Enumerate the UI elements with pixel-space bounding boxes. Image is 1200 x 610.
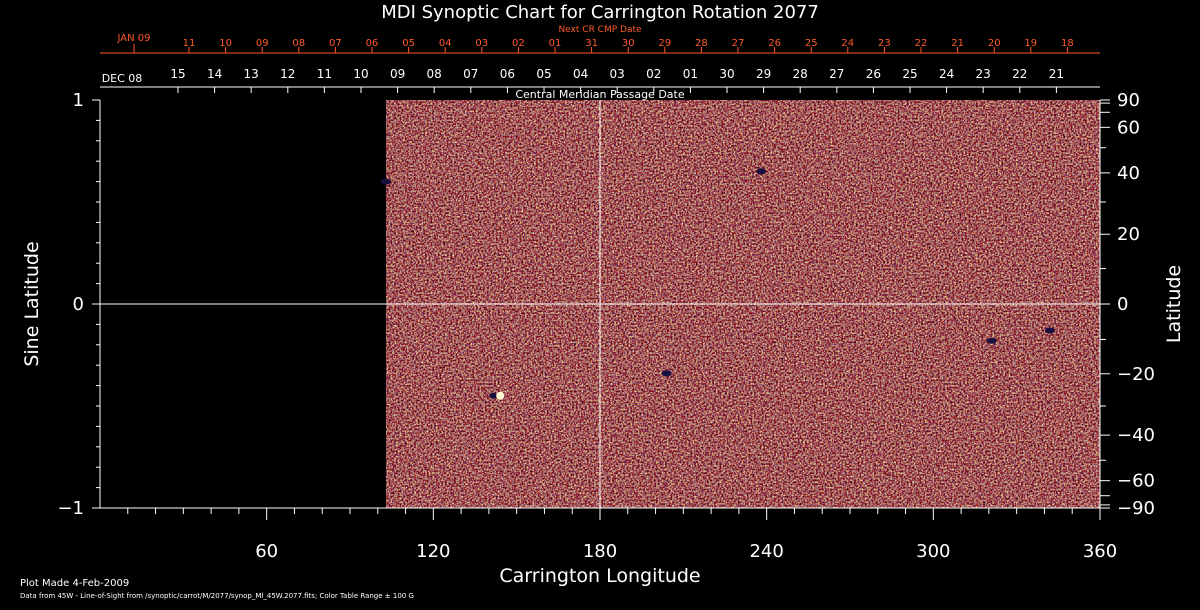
cmp-date-label: 22 <box>1012 67 1027 81</box>
lat-tick-label: −40 <box>1117 425 1155 446</box>
cmp-date-label: 02 <box>646 67 661 81</box>
lat-axis-label: Latitude <box>1163 265 1185 343</box>
next-cmp-date-label: 09 <box>256 38 269 49</box>
lat-tick-label: 40 <box>1117 163 1140 184</box>
next-cmp-date-label: 05 <box>402 38 415 49</box>
cmp-month-label: DEC 08 <box>102 72 143 85</box>
next-cmp-axis-title: Next CR CMP Date <box>558 25 642 35</box>
lat-tick-label: −90 <box>1117 498 1155 519</box>
cmp-date-label: 25 <box>902 67 917 81</box>
cmp-date-label: 09 <box>390 67 405 81</box>
cmp-date-label: 14 <box>207 67 222 81</box>
cmp-date-label: 26 <box>866 67 881 81</box>
next-cmp-date-label: 18 <box>1061 38 1074 49</box>
next-cmp-date-label: 11 <box>183 38 196 49</box>
x-axis-label: Carrington Longitude <box>499 565 700 587</box>
lat-tick-label: −20 <box>1117 364 1155 385</box>
cmp-date-label: 06 <box>500 67 515 81</box>
next-cmp-date-label: 06 <box>366 38 379 49</box>
y-tick-label: 1 <box>73 90 84 111</box>
negative-spot <box>489 392 498 399</box>
cmp-date-label: 30 <box>719 67 734 81</box>
next-cmp-date-label: 10 <box>219 38 232 49</box>
cmp-date-label: 21 <box>1049 67 1064 81</box>
next-cmp-date-label: 30 <box>622 38 635 49</box>
cmp-date-label: 28 <box>793 67 808 81</box>
x-tick-label: 180 <box>583 541 617 562</box>
next-cmp-date-label: 04 <box>439 38 452 49</box>
y-tick-label: −1 <box>57 498 84 519</box>
plot-made-note: Plot Made 4-Feb-2009 <box>20 578 130 589</box>
x-tick-label: 300 <box>916 541 950 562</box>
lat-tick-label: 60 <box>1117 117 1140 138</box>
magnetic-features <box>381 168 1055 400</box>
lat-tick-label: 90 <box>1117 90 1140 111</box>
cmp-date-label: 08 <box>427 67 442 81</box>
cmp-date-label: 04 <box>573 67 588 81</box>
chart-title: MDI Synoptic Chart for Carrington Rotati… <box>381 2 819 23</box>
negative-spot <box>756 168 767 175</box>
lat-tick-label: 20 <box>1117 224 1140 245</box>
next-cmp-month-label: JAN 09 <box>117 33 151 44</box>
next-cmp-date-label: 29 <box>658 38 671 49</box>
negative-spot <box>986 337 997 344</box>
cmp-date-label: 01 <box>683 67 698 81</box>
cmp-date-label: 10 <box>353 67 368 81</box>
cmp-date-label: 29 <box>756 67 771 81</box>
cmp-date-label: 05 <box>536 67 551 81</box>
next-cmp-date-label: 26 <box>768 38 781 49</box>
cmp-date-label: 15 <box>170 67 185 81</box>
next-cmp-date-label: 23 <box>878 38 891 49</box>
next-cmp-date-label: 07 <box>329 38 342 49</box>
next-cmp-date-label: 28 <box>695 38 708 49</box>
next-cmp-date-label: 31 <box>585 38 598 49</box>
cmp-date-label: 11 <box>317 67 332 81</box>
cmp-date-label: 13 <box>244 67 259 81</box>
cmp-date-label: 07 <box>463 67 478 81</box>
cmp-date-label: 24 <box>939 67 954 81</box>
cmp-date-label: 12 <box>280 67 295 81</box>
cmp-date-label: 23 <box>976 67 991 81</box>
y-axis-label: Sine Latitude <box>21 241 43 366</box>
next-cmp-date-label: 22 <box>915 38 928 49</box>
next-cmp-date-label: 03 <box>475 38 488 49</box>
next-cmp-date-label: 08 <box>292 38 305 49</box>
crosshair <box>100 100 1100 508</box>
positive-spot <box>496 391 505 400</box>
lat-tick-label: 0 <box>1117 294 1128 315</box>
x-tick-label: 240 <box>749 541 783 562</box>
next-cmp-date-label: 24 <box>841 38 854 49</box>
data-source-note: Data from 45W - Line-of-Sight from /syno… <box>20 592 414 600</box>
next-cmp-date-label: 25 <box>805 38 818 49</box>
cmp-axis-title: Central Meridian Passage Date <box>515 88 684 101</box>
next-cmp-date-label: 02 <box>512 38 525 49</box>
cmp-date-label: 27 <box>829 67 844 81</box>
lat-tick-label: −60 <box>1117 471 1155 492</box>
x-tick-label: 60 <box>255 541 278 562</box>
next-cmp-date-label: 19 <box>1024 38 1037 49</box>
next-cmp-date-label: 01 <box>549 38 562 49</box>
negative-spot <box>1045 327 1055 334</box>
next-cmp-date-label: 21 <box>951 38 964 49</box>
cmp-date-label: 03 <box>610 67 625 81</box>
next-cmp-date-label: 27 <box>732 38 745 49</box>
x-tick-label: 120 <box>416 541 450 562</box>
next-cmp-date-label: 20 <box>988 38 1001 49</box>
negative-spot <box>381 178 392 185</box>
negative-spot <box>661 370 672 377</box>
y-tick-label: 0 <box>73 294 84 315</box>
x-tick-label: 360 <box>1083 541 1117 562</box>
